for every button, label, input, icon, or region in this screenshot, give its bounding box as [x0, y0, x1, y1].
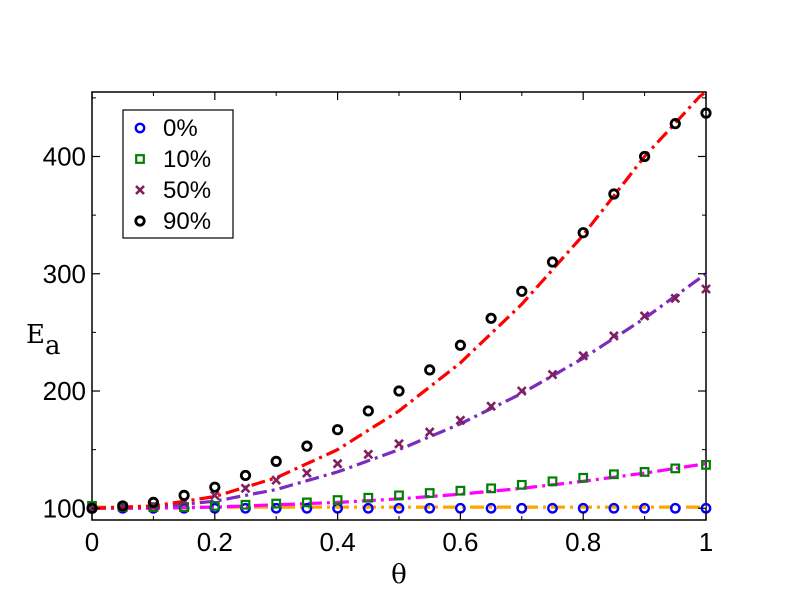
series-0-point [608, 502, 620, 514]
x-tick-label: 0.4 [320, 527, 356, 557]
series-1-point [179, 502, 190, 513]
x-tick-label: 0 [85, 527, 99, 557]
series-1-point [302, 497, 312, 508]
series-3-point [516, 285, 528, 297]
series-0-point [362, 502, 374, 514]
x-tick-label: 0.2 [197, 527, 233, 557]
legend-marker-2 [135, 185, 145, 195]
y-axis: 100 200 300 400 [43, 97, 706, 523]
legend-label-3: 90% [163, 208, 211, 235]
series-3-point [638, 150, 651, 163]
fit-90%-line [91, 90, 707, 510]
series-0-point [547, 502, 558, 514]
series-0-point [301, 502, 313, 514]
series-3-point [669, 118, 681, 130]
series-1-point [209, 501, 220, 511]
series-1-point [148, 502, 159, 513]
series-1-point [424, 488, 435, 498]
x-tick-label: 0.6 [442, 527, 478, 557]
x-tick-label: 0.8 [565, 527, 601, 557]
series-1-point [394, 490, 404, 501]
series-3-point [209, 481, 221, 493]
series-2-point [209, 490, 220, 501]
legend-markers [134, 122, 146, 227]
series-2-point [455, 415, 466, 426]
series-0-point [516, 502, 528, 514]
y-axis-label: E [26, 320, 45, 350]
series-2-point [701, 284, 711, 294]
series-0-point [393, 502, 405, 514]
y-tick-label: 200 [43, 376, 86, 406]
series-1-point [608, 469, 619, 480]
series-3-point [331, 424, 344, 436]
legend-marker-0 [134, 122, 146, 134]
series-3-point [424, 364, 436, 376]
series-2-point [670, 293, 681, 304]
series-3-point [239, 469, 252, 482]
legend-label-2: 50% [163, 177, 211, 204]
series-2-point [363, 449, 374, 460]
series-2-point [639, 311, 650, 321]
series-0-point [639, 502, 650, 514]
series-1-point [271, 498, 282, 509]
series-3-point [178, 489, 190, 501]
y-tick-label: 400 [43, 141, 86, 171]
series-3-point [362, 405, 374, 417]
series-3-point [301, 440, 313, 452]
series-0-point [669, 502, 681, 514]
legend: 0% 10% 50% 90% [122, 109, 234, 239]
series-2-point [486, 401, 497, 412]
series-2-point [578, 350, 589, 361]
series-3-point [270, 455, 282, 467]
series-2-point [332, 458, 343, 469]
series-3-point [577, 227, 589, 239]
series-1-point [486, 483, 496, 494]
y-axis-label-subscript: a [45, 331, 61, 361]
series-1-point [578, 472, 589, 483]
legend-label-0: 0% [163, 115, 198, 142]
series-3-point [454, 339, 466, 351]
series-2-point [608, 330, 619, 341]
x-tick-label: 1 [699, 527, 713, 557]
series-1-point [455, 485, 466, 496]
legend-marker-1 [135, 154, 145, 164]
y-tick-label: 100 [43, 493, 86, 523]
series-2-point [301, 468, 312, 479]
series-2-point [240, 483, 251, 494]
x-axis-label: θ [391, 560, 407, 590]
series-3-point [608, 188, 620, 200]
series-0-point [485, 502, 497, 514]
series-3-point [393, 385, 405, 397]
series-0-point [424, 502, 436, 514]
legend-marker-3 [134, 215, 146, 227]
series-1-point [516, 479, 527, 490]
y-tick-label: 300 [43, 259, 86, 289]
series-3-point [546, 256, 559, 268]
x-axis: 0 0.2 0.4 0.6 0.8 1 [85, 92, 713, 557]
series-1-point [670, 463, 681, 474]
series-1-point [701, 459, 711, 470]
series-3-point [147, 496, 159, 509]
legend-label-1: 10% [163, 146, 211, 173]
series-1-point [240, 499, 251, 510]
series-1-point [363, 492, 374, 503]
series-1-point [332, 495, 343, 505]
fit-50%-line [91, 272, 707, 510]
series-2-point [394, 438, 404, 449]
series-2-point [424, 427, 435, 437]
series-2-point [547, 369, 558, 380]
series-1-point [547, 476, 558, 487]
series-1-point [639, 467, 650, 477]
series-3-point [700, 107, 712, 119]
series-2-point [516, 386, 527, 396]
series-3-point [485, 312, 497, 324]
series-2-point [271, 475, 282, 486]
series-3-point [117, 500, 129, 512]
